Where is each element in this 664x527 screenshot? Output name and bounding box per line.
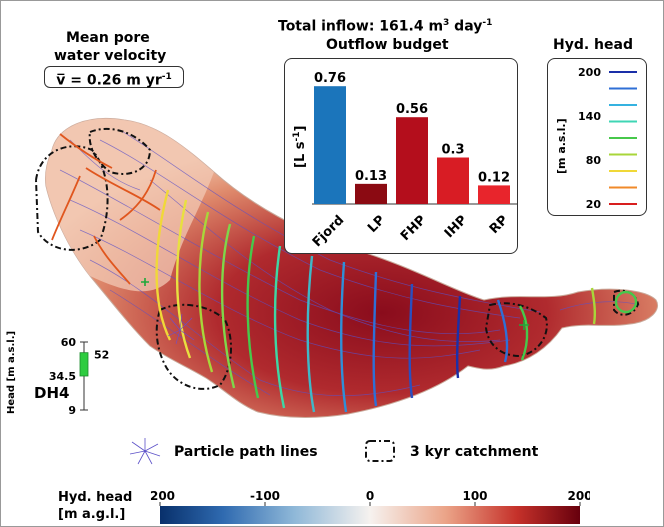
particle-path-legend-icon xyxy=(129,438,161,465)
hyd-head-tick: 80 xyxy=(586,154,602,167)
dh4-axis-label: Head [m a.s.l.] xyxy=(6,331,17,414)
legend-catchment: 3 kyr catchment xyxy=(410,444,539,460)
hyd-head-legend: 200 140 80 20 [m a.s.l.] xyxy=(555,66,637,211)
velocity-title-2: water velocity xyxy=(54,48,167,64)
outflow-title: Outflow budget xyxy=(326,37,449,53)
bar-category-label: Fjord xyxy=(310,213,347,250)
velocity-title-1: Mean pore xyxy=(66,30,150,46)
dh4-tick: 60 xyxy=(61,336,77,349)
bar-category-label: RP xyxy=(487,213,511,237)
bar-fjord xyxy=(314,86,346,204)
colorbar-title-2: [m a.g.l.] xyxy=(58,507,126,522)
hyd-head-tick: 200 xyxy=(578,66,601,79)
ridge-contours xyxy=(51,133,161,285)
particle-burst xyxy=(167,313,195,345)
dh4-inset: 60 34.5 9 52 DH4 Head [m a.s.l.] xyxy=(6,331,109,417)
dh4-head-bar xyxy=(79,352,89,377)
bar-lp xyxy=(355,183,387,204)
velocity-value-box: v̅ = 0.26 m yr-1 xyxy=(44,66,184,89)
bar-value-label: 0.56 xyxy=(396,102,428,117)
bar-value-label: 0.12 xyxy=(478,170,510,185)
bar-ihp xyxy=(437,157,469,204)
total-inflow: Total inflow: 161.4 m3 day-1 xyxy=(278,18,493,35)
colorbar-title-1: Hyd. head xyxy=(58,490,133,505)
well-markers xyxy=(141,278,529,330)
colorbar-gradient xyxy=(160,506,580,524)
velocity-value: v̅ = 0.26 m yr xyxy=(56,72,162,89)
bar-fhp xyxy=(396,117,428,204)
colorbar: -200 -100 0 100 200 xyxy=(150,489,590,524)
bar-category-label: IHP xyxy=(442,213,470,241)
dh4-tick: 34.5 xyxy=(49,370,76,383)
bar-category-label: LP xyxy=(365,213,388,236)
colorbar-tick: 100 xyxy=(462,489,487,503)
colorbar-tick: -200 xyxy=(150,489,175,503)
head-contours xyxy=(155,189,638,413)
hyd-head-tick: 20 xyxy=(586,198,602,211)
dh4-name: DH4 xyxy=(34,384,69,402)
colorbar-tick: 200 xyxy=(567,489,590,503)
colorbar-tick: -100 xyxy=(250,489,280,503)
colorbar-tick: 0 xyxy=(366,489,374,503)
bar-ylabel: [L s-1] xyxy=(292,126,308,168)
bar-rp xyxy=(478,185,510,204)
bar-value-label: 0.3 xyxy=(441,143,464,158)
bar-category-label: FHP xyxy=(398,213,429,244)
hyd-head-tick: 140 xyxy=(578,110,601,123)
bar-value-label: 0.76 xyxy=(314,71,346,86)
dh4-range-value: 52 xyxy=(94,349,109,362)
legend-path-lines: Particle path lines xyxy=(174,444,318,460)
hyd-head-legend-title: Hyd. head xyxy=(553,37,633,53)
dh4-tick: 9 xyxy=(68,404,76,417)
hyd-head-unit: [m a.s.l.] xyxy=(555,118,568,174)
catchment-legend-icon xyxy=(365,440,395,462)
outflow-chart: [L s-1] 0.76 Fjord 0.13 LP 0.56 FHP 0.3 IHP 0.12 R… xyxy=(292,71,518,250)
bar-value-label: 0.13 xyxy=(355,169,387,184)
